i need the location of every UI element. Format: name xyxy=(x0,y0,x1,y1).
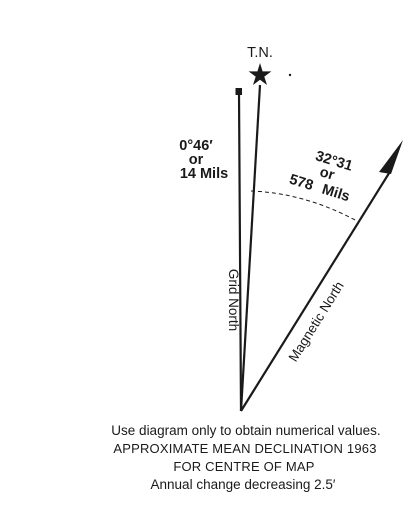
grid-north-end-marker xyxy=(235,88,242,95)
magnetic-or: or xyxy=(318,164,337,184)
magnetic-angle-label: 32°31 or 578 Mils xyxy=(287,148,354,205)
star-icon xyxy=(248,63,272,85)
magnetic-north-line xyxy=(240,169,392,412)
true-north-label: T.N. xyxy=(247,45,273,61)
declination-arc xyxy=(250,190,358,222)
caption-line-1: Use diagram only to obtain numerical val… xyxy=(111,423,380,438)
grid-north-line xyxy=(237,92,243,412)
grid-north-or: or xyxy=(189,152,204,168)
grid-north-mils: 14 Mils xyxy=(180,166,228,182)
stray-dot xyxy=(288,73,292,77)
grid-north-label: Grid North xyxy=(226,269,241,331)
true-north-line xyxy=(239,84,262,412)
caption-line-2: APPROXIMATE MEAN DECLINATION 1963 xyxy=(113,441,376,456)
caption-line-3: FOR CENTRE OF MAP xyxy=(173,459,314,474)
caption-line-4: Annual change decreasing 2.5′ xyxy=(151,477,336,492)
grid-north-degrees: 0°46′ xyxy=(179,138,213,154)
half-arrow-icon xyxy=(379,140,403,174)
